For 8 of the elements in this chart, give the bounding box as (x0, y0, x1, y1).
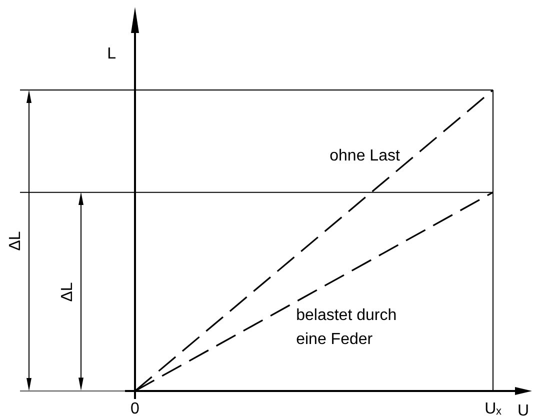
annotation: ΔL (7, 230, 25, 250)
x-axis-title: U (517, 402, 529, 418)
annotation: ΔL (59, 282, 77, 302)
x-tick-label: 0 (130, 400, 140, 418)
x-tick-label: Uₓ (484, 400, 502, 418)
y-axis-title: L (107, 45, 116, 62)
series-label: ohne Last (330, 148, 400, 165)
series-label: belastet durch eine Feder (296, 307, 397, 348)
